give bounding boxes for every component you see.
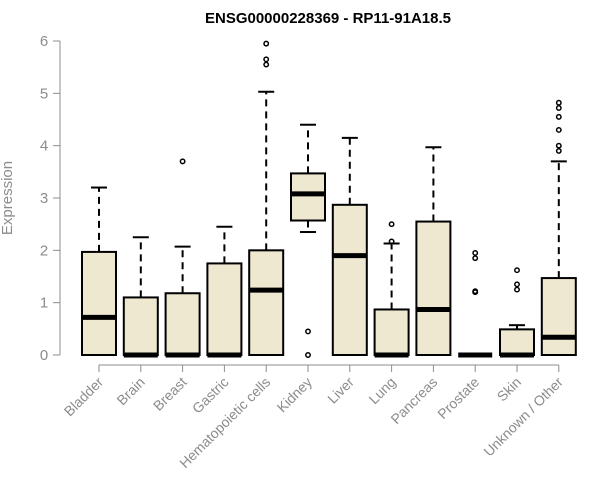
outlier-point	[555, 105, 562, 111]
x-tick-label: Skin	[494, 374, 525, 405]
x-tick-label: Breast	[150, 374, 190, 414]
box-body	[499, 328, 535, 356]
box-skin	[499, 267, 535, 358]
box-breast	[164, 158, 201, 358]
outlier-point	[555, 99, 562, 106]
outlier-point	[388, 221, 395, 228]
box-gastric	[206, 225, 243, 358]
box-prostate	[458, 250, 493, 358]
box-lung	[373, 221, 410, 358]
y-tick-label: 2	[40, 242, 48, 259]
outlier-point	[472, 255, 479, 262]
x-tick-label: Liver	[324, 374, 357, 407]
outlier-point	[555, 127, 562, 133]
box-body	[540, 277, 577, 357]
box-unknown-other	[540, 99, 577, 357]
box-body	[331, 203, 368, 356]
outlier-point	[388, 238, 395, 245]
box-kidney	[290, 123, 326, 358]
box-body	[290, 172, 326, 222]
boxes-group	[81, 40, 577, 358]
outlier-point	[263, 40, 270, 47]
x-tick-label: Prostate	[434, 374, 482, 422]
outlier-point	[263, 61, 270, 68]
box-body	[248, 249, 285, 356]
box-liver	[331, 136, 368, 356]
box-bladder	[81, 186, 117, 356]
outlier-point	[555, 113, 562, 120]
y-tick-label: 4	[40, 138, 48, 155]
box-body	[164, 292, 201, 357]
outlier-point	[179, 158, 186, 165]
outlier-point	[472, 288, 479, 295]
box-body	[373, 308, 410, 356]
y-tick-label: 0	[40, 347, 48, 364]
outlier-point	[514, 286, 520, 293]
box-body	[122, 296, 159, 356]
outlier-point	[514, 267, 520, 274]
x-tick-label: Kidney	[274, 374, 316, 416]
chart-title: ENSG00000228369 - RP11-91A18.5	[205, 10, 451, 27]
outlier-point	[555, 147, 562, 154]
x-tick-label: Unknown / Other	[480, 374, 566, 460]
box-body	[415, 220, 452, 356]
box-body	[81, 250, 117, 356]
box-hematopoietic-cells	[248, 40, 285, 356]
y-axis: 0 1 2 3 4 5 6	[40, 33, 61, 364]
outlier-point	[472, 250, 479, 256]
y-tick-label: 6	[40, 33, 48, 50]
y-axis-label: Expression	[0, 161, 16, 235]
outlier-point	[514, 281, 520, 288]
box-pancreas	[415, 146, 452, 356]
outlier-point	[555, 142, 562, 149]
box-body	[206, 262, 243, 356]
y-tick-label: 5	[40, 85, 48, 102]
x-tick-label: Lung	[365, 374, 398, 407]
x-tick-label: Bladder	[61, 374, 107, 420]
outlier-point	[305, 328, 311, 335]
outlier-point	[263, 56, 270, 63]
y-tick-label: 1	[40, 295, 48, 312]
y-tick-label: 3	[40, 190, 48, 207]
box-brain	[122, 236, 159, 358]
outlier-point	[305, 352, 311, 358]
x-tick-label: Brain	[113, 374, 147, 408]
